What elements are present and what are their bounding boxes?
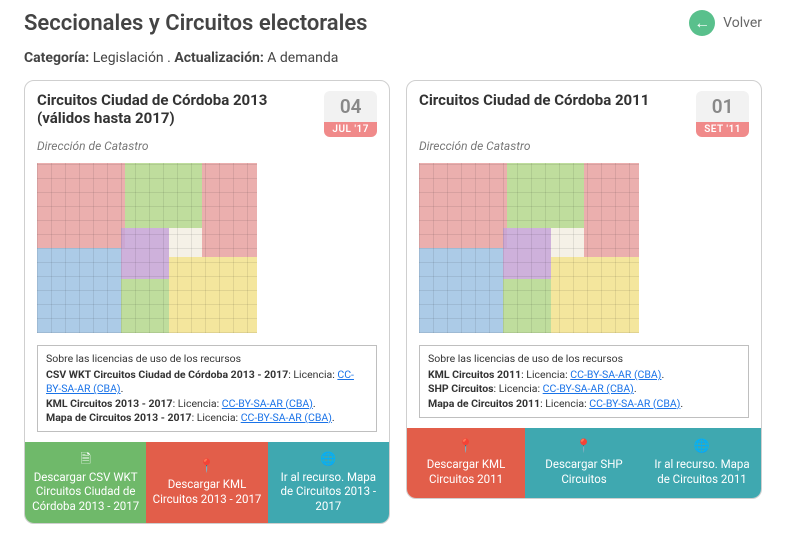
actualizacion-label: Actualización: [174,50,264,66]
date-badge: 01SET '11 [696,91,749,137]
meta-line: Categoría: Legislación . Actualización: … [24,50,762,66]
license-label: Licencia: [526,368,570,381]
license-link[interactable]: CC-BY-SA-AR (CBA) [570,368,661,381]
download-button[interactable]: 📍 Descargar KML Circuitos 2011 [407,428,525,498]
download-button[interactable]: 🗎 Descargar CSV WKT Circuitos Ciudad de C… [25,442,146,523]
license-line: KML Circuitos 2011: Licencia: CC-BY-SA-A… [428,368,740,382]
button-label: Descargar SHP Circuitos [531,457,637,486]
download-button[interactable]: 📍 Descargar KML Circuitos 2013 - 2017 [146,442,267,523]
map-thumbnail [37,163,257,333]
date-month: SET '11 [696,122,749,137]
license-line: SHP Circuitos: Licencia: CC-BY-SA-AR (CB… [428,382,740,396]
license-link[interactable]: CC-BY-SA-AR (CBA) [543,382,634,395]
back-button[interactable]: ← Volver [689,10,762,36]
actualizacion-value: A demanda [267,50,338,66]
categoria-label: Categoría: [24,50,89,66]
license-line: CSV WKT Circuitos Ciudad de Córdoba 2013… [46,368,368,396]
button-label: Ir al recurso. Mapa de Circuitos 2011 [649,457,755,486]
download-button[interactable]: 🌐 Ir al recurso. Mapa de Circuitos 2011 [643,428,761,498]
download-button[interactable]: 🌐 Ir al recurso. Mapa de Circuitos 2013 -… [268,442,389,523]
globe-icon: 🌐 [320,452,336,468]
license-box: Sobre las licencias de uso de los recurs… [37,345,377,432]
button-row: 📍 Descargar KML Circuitos 2011 📍 Descargar … [407,428,761,498]
license-label: Licencia: [293,368,337,381]
license-resource-name: KML Circuitos 2011 [428,368,521,381]
pin-icon: 📍 [199,459,215,475]
license-label: Licencia: [545,397,589,410]
button-label: Descargar CSV WKT Circuitos Ciudad de Có… [31,470,140,513]
dataset-card: Circuitos Ciudad de Córdoba 2011 01SET '1… [406,80,762,499]
button-row: 🗎 Descargar CSV WKT Circuitos Ciudad de C… [25,442,389,523]
license-resource-name: Mapa de Circuitos 2013 - 2017 [46,411,192,424]
license-label: Licencia: [499,382,543,395]
license-resource-name: SHP Circuitos [428,382,494,395]
license-label: Licencia: [178,397,222,410]
license-link[interactable]: CC-BY-SA-AR (CBA) [241,411,332,424]
license-box-title: Sobre las licencias de uso de los recurs… [428,352,740,366]
license-label: Licencia: [197,411,241,424]
date-day: 01 [696,91,749,122]
dataset-card: Circuitos Ciudad de Córdoba 2013 (válido… [24,80,390,524]
license-line: Mapa de Circuitos 2011: Licencia: CC-BY-… [428,397,740,411]
license-resource-name: CSV WKT Circuitos Ciudad de Córdoba 2013… [46,368,288,381]
map-thumbnail [419,163,639,333]
license-link[interactable]: CC-BY-SA-AR (CBA) [222,397,313,410]
license-box: Sobre las licencias de uso de los recurs… [419,345,749,418]
categoria-value: Legislación [93,50,164,66]
card-title: Circuitos Ciudad de Córdoba 2011 [419,91,686,109]
license-link[interactable]: CC-BY-SA-AR (CBA) [589,397,680,410]
button-label: Descargar KML Circuitos 2011 [413,457,519,486]
card-title: Circuitos Ciudad de Córdoba 2013 (válido… [37,91,314,127]
download-button[interactable]: 📍 Descargar SHP Circuitos [525,428,643,498]
license-line: Mapa de Circuitos 2013 - 2017: Licencia:… [46,411,368,425]
page-title: Seccionales y Circuitos electorales [24,11,368,36]
back-arrow-icon: ← [689,10,715,36]
globe-icon: 🌐 [694,439,710,455]
pin-icon: 📍 [576,439,592,455]
date-month: JUL '17 [324,122,377,137]
license-line: KML Circuitos 2013 - 2017: Licencia: CC-… [46,397,368,411]
license-resource-name: Mapa de Circuitos 2011 [428,397,540,410]
license-resource-name: KML Circuitos 2013 - 2017 [46,397,173,410]
card-subtitle: Dirección de Catastro [419,139,749,153]
date-day: 04 [324,91,377,122]
license-box-title: Sobre las licencias de uso de los recurs… [46,352,368,366]
card-subtitle: Dirección de Catastro [37,139,377,153]
button-label: Descargar KML Circuitos 2013 - 2017 [152,477,261,506]
back-label: Volver [723,15,762,31]
file-icon: 🗎 [80,452,90,468]
date-badge: 04JUL '17 [324,91,377,137]
pin-icon: 📍 [458,439,474,455]
button-label: Ir al recurso. Mapa de Circuitos 2013 - … [274,470,383,513]
